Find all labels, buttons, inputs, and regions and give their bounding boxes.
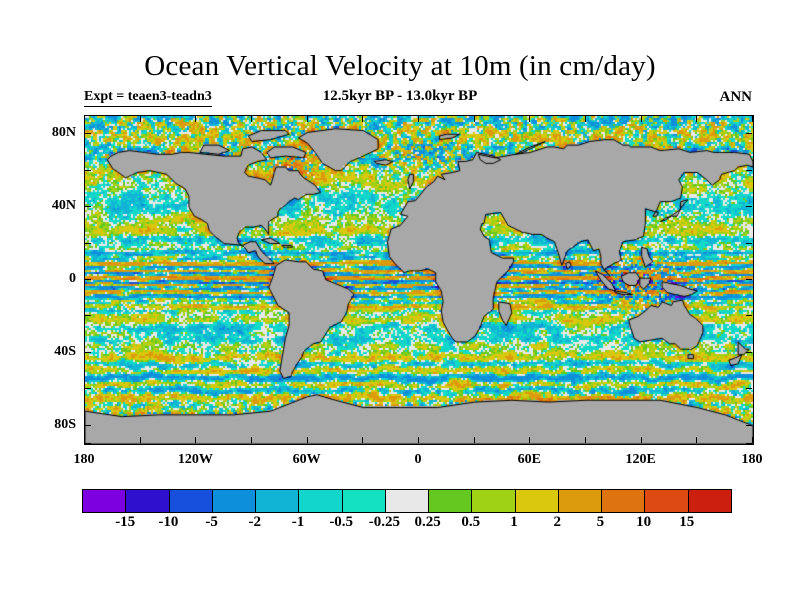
y-tick [85, 388, 91, 390]
colorbar-tick-label: 0.25 [414, 514, 441, 530]
colorbar-band [212, 490, 257, 512]
colorbar-band [602, 490, 646, 512]
x-tick [195, 437, 197, 443]
colorbar-tick-label: -0.25 [368, 514, 401, 530]
x-tick [84, 116, 85, 122]
x-tick [306, 437, 308, 443]
x-tick [585, 116, 586, 122]
y-tick [746, 388, 752, 390]
y-tick [85, 443, 91, 444]
y-tick [85, 279, 91, 280]
y-axis-label: 0 [69, 271, 76, 286]
x-tick [195, 116, 197, 122]
colorbar-tick-label: -15 [115, 514, 136, 530]
x-tick [306, 116, 308, 122]
x-tick [251, 116, 252, 122]
colorbar-band [688, 490, 731, 512]
y-tick [85, 115, 91, 116]
y-axis-label: 80S [54, 416, 76, 432]
colorbar-band [385, 490, 430, 512]
x-tick [418, 116, 419, 122]
colorbar-tick-label: 15 [679, 514, 695, 530]
x-tick [473, 116, 475, 122]
y-axis-label: 40S [54, 343, 76, 359]
colorbar-band [169, 490, 213, 512]
y-tick [85, 242, 91, 244]
x-tick [752, 437, 753, 443]
x-axis-label: 180 [73, 452, 95, 467]
colorbar-tick-label: 0.5 [461, 514, 481, 530]
x-tick [362, 116, 364, 122]
map-data-canvas [85, 116, 753, 444]
map-plot-area [84, 115, 754, 445]
page-title: Ocean Vertical Velocity at 10m (in cm/da… [144, 50, 656, 82]
x-tick [696, 437, 698, 443]
x-axis-label: 120W [177, 452, 213, 467]
x-tick [362, 437, 364, 443]
colorbar-band [558, 490, 603, 512]
colorbar-tick-label: -2 [248, 514, 262, 530]
y-tick [746, 169, 752, 171]
x-tick [696, 116, 698, 122]
colorbar-band [342, 490, 386, 512]
x-tick [139, 116, 141, 122]
y-tick [746, 315, 752, 317]
x-tick [251, 437, 252, 443]
colorbar-band [429, 490, 473, 512]
colorbar-tick-label: -0.5 [329, 514, 354, 530]
y-tick [746, 206, 752, 208]
x-axis-label: 60E [517, 452, 541, 467]
x-tick [529, 437, 531, 443]
colorbar-tick-label: 10 [636, 514, 652, 530]
colorbar-tick-label: 5 [596, 514, 605, 530]
y-tick [85, 169, 91, 171]
season-label: ANN [719, 89, 753, 105]
colorbar [82, 489, 732, 513]
y-tick [746, 443, 752, 444]
experiment-label: Expt = teaen3-teadn3 [84, 89, 212, 107]
colorbar-tick-label: -5 [205, 514, 218, 530]
colorbar-band [645, 490, 689, 512]
x-tick [640, 116, 642, 122]
y-tick [85, 424, 91, 426]
chart-subtitle: 12.5kyr BP - 13.0kyr BP [322, 88, 478, 104]
colorbar-tick-label: 1 [510, 514, 518, 530]
colorbar-band [515, 490, 559, 512]
colorbar-band [126, 490, 170, 512]
x-tick [473, 437, 475, 443]
y-tick [746, 424, 752, 426]
x-tick [418, 437, 419, 443]
x-tick [139, 437, 141, 443]
colorbar-band [256, 490, 300, 512]
x-axis-label: 120E [625, 452, 656, 467]
y-tick [746, 133, 752, 135]
y-tick [746, 279, 752, 280]
y-tick [746, 242, 752, 244]
colorbar-band [83, 490, 127, 512]
y-tick [746, 115, 752, 116]
y-tick [85, 351, 91, 353]
colorbar-band [472, 490, 516, 512]
x-tick [640, 437, 642, 443]
x-tick [529, 116, 531, 122]
colorbar-tick-label: -10 [158, 514, 179, 530]
x-axis-label: 180 [741, 452, 763, 467]
x-tick [84, 437, 85, 443]
colorbar-tick-label: 2 [553, 514, 561, 530]
y-axis-label: 80N [51, 125, 76, 141]
colorbar-band [299, 490, 343, 512]
x-tick [752, 116, 753, 122]
x-tick [585, 437, 586, 443]
y-axis-label: 40N [51, 198, 76, 214]
x-axis-label: 0 [414, 452, 422, 467]
y-tick [85, 315, 91, 317]
y-tick [85, 133, 91, 135]
y-tick [85, 206, 91, 208]
x-axis-label: 60W [292, 452, 321, 467]
colorbar-tick-label: -1 [291, 514, 305, 530]
y-tick [746, 351, 752, 353]
